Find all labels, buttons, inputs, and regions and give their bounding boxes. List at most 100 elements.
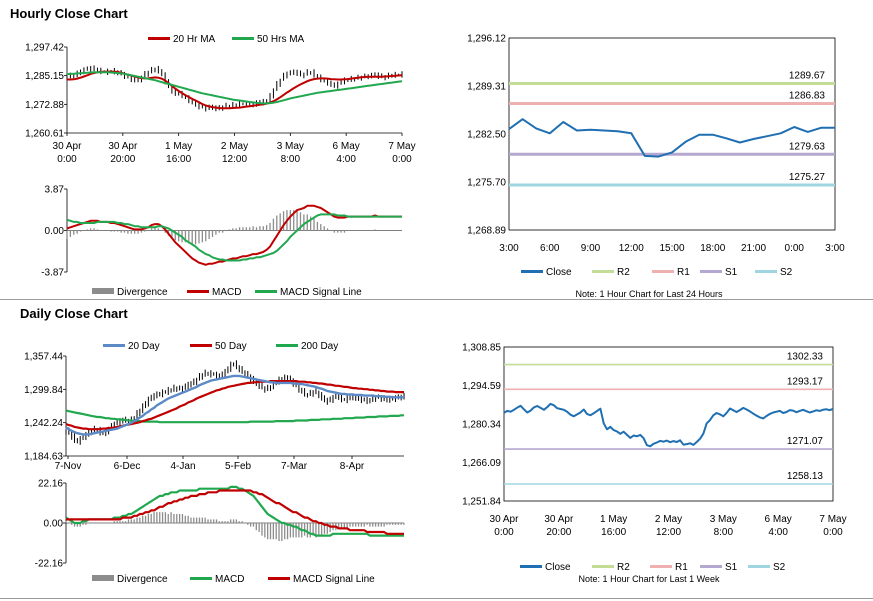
daily-section-title: Daily Close Chart [20, 306, 128, 321]
y-tick-label: 1,260.61 [25, 129, 64, 140]
legend-label: Close [546, 267, 572, 278]
x-tick-label: 0:00 [57, 154, 77, 165]
y-tick-label: 3.87 [45, 185, 65, 196]
legend-label: R1 [677, 267, 690, 278]
chart-note: Note: 1 Hour Chart for Last 1 Week [579, 574, 720, 584]
legend-label: 50 Hrs MA [257, 34, 305, 45]
x-tick-label: 12:00 [656, 527, 681, 538]
x-tick-label: 1 May [600, 514, 627, 525]
x-tick-label: 6 May [765, 514, 792, 525]
legend-label: Divergence [117, 287, 168, 298]
x-tick-label: 2 May [655, 514, 682, 525]
x-tick-label: 21:00 [741, 243, 766, 254]
x-tick-label: 7-Nov [55, 461, 82, 472]
y-tick-label: 1,266.09 [462, 458, 501, 469]
hourly-section-title: Hourly Close Chart [10, 6, 128, 21]
legend-label: 20 Day [128, 341, 160, 352]
legend-label: MACD Signal Line [280, 287, 362, 298]
y-tick-label: 1,308.85 [462, 343, 501, 354]
y-tick-label: -22.16 [35, 559, 64, 570]
macd-line [65, 485, 404, 537]
x-tick-label: 7 May [819, 514, 846, 525]
y-tick-label: 1,299.84 [24, 385, 63, 396]
x-tick-label: 7-Mar [281, 461, 308, 472]
level-label: 1293.17 [787, 376, 824, 387]
x-tick-label: 30 Apr [490, 514, 520, 525]
x-tick-label: 2 May [221, 141, 248, 152]
level-label: 1286.83 [789, 91, 826, 102]
legend-label: S1 [725, 562, 738, 573]
x-tick-label: 16:00 [166, 154, 191, 165]
legend-label: MACD [212, 287, 241, 298]
y-tick-label: 1,294.59 [462, 381, 501, 392]
y-tick-label: 1,184.63 [24, 452, 63, 463]
x-tick-label: 18:00 [700, 243, 725, 254]
ma200-line [65, 409, 404, 424]
plot-frame [508, 37, 836, 231]
level-label: 1275.27 [789, 172, 826, 183]
macd-line [66, 204, 402, 266]
level-label: 1271.07 [787, 436, 824, 447]
y-tick-label: 1,357.44 [24, 352, 63, 363]
legend-label: R1 [675, 562, 688, 573]
y-tick-label: -3.87 [41, 268, 64, 279]
x-tick-label: 7 May [388, 141, 415, 152]
legend-label: S2 [773, 562, 786, 573]
legend-label: R2 [617, 562, 630, 573]
x-tick-label: 12:00 [619, 243, 644, 254]
legend-swatch [92, 288, 114, 294]
x-tick-label: 6-Dec [114, 461, 141, 472]
x-tick-label: 6 May [333, 141, 360, 152]
x-tick-label: 0:00 [785, 243, 805, 254]
x-tick-label: 30 Apr [53, 141, 83, 152]
macd-signal-line [66, 213, 402, 262]
x-tick-label: 5-Feb [225, 461, 252, 472]
legend-label: Close [545, 562, 571, 573]
x-tick-label: 4:00 [768, 527, 788, 538]
ma20-line [67, 70, 403, 110]
legend-label: S2 [780, 267, 793, 278]
legend-label: 50 Day [215, 341, 247, 352]
x-tick-label: 3:00 [825, 243, 845, 254]
plot-frame [503, 346, 834, 502]
x-tick-label: 0:00 [494, 527, 514, 538]
x-tick-label: 1 May [165, 141, 192, 152]
macd-signal-line [66, 489, 404, 535]
x-tick-label: 30 Apr [108, 141, 138, 152]
level-label: 1289.67 [789, 70, 826, 81]
level-label: 1302.33 [787, 352, 824, 363]
x-tick-label: 20:00 [110, 154, 135, 165]
level-label: 1258.13 [787, 471, 824, 482]
y-tick-label: 1,275.70 [467, 177, 506, 188]
close-line [508, 118, 835, 158]
x-tick-label: 8:00 [281, 154, 301, 165]
x-tick-label: 6:00 [540, 243, 560, 254]
y-tick-label: 0.00 [45, 226, 65, 237]
x-tick-label: 16:00 [601, 527, 626, 538]
y-tick-label: 1,282.50 [467, 130, 506, 141]
y-tick-label: 1,285.15 [25, 71, 64, 82]
section-divider [0, 299, 873, 300]
x-tick-label: 0:00 [823, 527, 843, 538]
x-tick-label: 3 May [277, 141, 304, 152]
x-tick-label: 12:00 [222, 154, 247, 165]
bottom-divider [0, 598, 873, 599]
legend-label: MACD [215, 574, 244, 585]
y-tick-label: 22.16 [38, 479, 63, 490]
x-tick-label: 3 May [710, 514, 737, 525]
x-tick-label: 4:00 [336, 154, 356, 165]
legend-label: Divergence [117, 574, 168, 585]
y-tick-label: 1,280.34 [462, 420, 501, 431]
y-tick-label: 0.00 [44, 519, 64, 530]
chart-note: Note: 1 Hour Chart for Last 24 Hours [575, 289, 723, 299]
y-tick-label: 1,272.88 [25, 100, 64, 111]
x-tick-label: 4-Jan [170, 461, 195, 472]
legend-label: R2 [617, 267, 630, 278]
x-tick-label: 30 Apr [544, 514, 574, 525]
x-tick-label: 8-Apr [340, 461, 365, 472]
x-tick-label: 8:00 [714, 527, 734, 538]
y-tick-label: 1,242.24 [24, 418, 63, 429]
level-label: 1279.63 [789, 141, 826, 152]
close-line [503, 402, 834, 448]
